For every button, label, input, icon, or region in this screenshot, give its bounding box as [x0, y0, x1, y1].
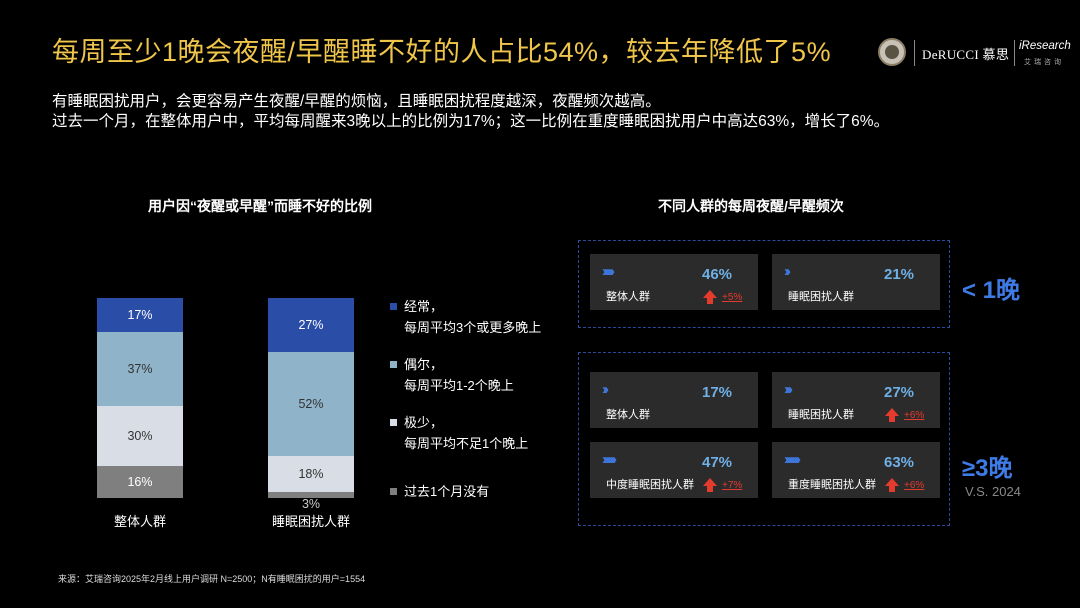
- source-note: 来源：艾瑞咨询2025年2月线上用户调研 N=2500；N有睡眠困扰的用户=15…: [58, 574, 366, 584]
- legend-swatch: [390, 361, 397, 368]
- comparison-note: V.S. 2024: [965, 484, 1021, 499]
- chevron-icon: ››: [784, 263, 791, 280]
- card-percentage: 47%: [702, 454, 733, 471]
- card-label: 睡眠困扰人群: [788, 291, 854, 303]
- stat-card: [590, 254, 758, 310]
- up-arrow-stem: [707, 298, 713, 304]
- logo-divider: [1014, 40, 1015, 66]
- up-arrow-icon: [885, 408, 899, 416]
- partner-logo-subtext: 艾瑞咨询: [1024, 59, 1064, 66]
- stat-card: [772, 372, 940, 428]
- bar-segment: [97, 298, 183, 332]
- group-box-lt1: [578, 240, 950, 328]
- group-label-ge3: ≥3晚: [962, 455, 1013, 482]
- legend-swatch: [390, 488, 397, 495]
- card-change: +7%: [722, 480, 743, 491]
- stat-card: [590, 372, 758, 428]
- up-arrow-stem: [889, 416, 895, 422]
- card-label: 中度睡眠困扰人群: [606, 479, 694, 491]
- legend-entry: 经常， 每周平均3个或更多晚上: [404, 296, 541, 338]
- chevron-icon: ››: [602, 381, 609, 398]
- legend-sublabel: 每周平均3个或更多晚上: [404, 320, 542, 335]
- up-arrow-stem: [707, 486, 713, 492]
- logo-divider: [914, 40, 915, 66]
- bar-value-label: 18%: [298, 467, 323, 481]
- subtitle-line-1: 有睡眠困扰用户，会更容易产生夜醒/早醒的烦恼，且睡眠困扰程度越深，夜醒频次越高。: [52, 93, 661, 110]
- derucci-seal-logo: [878, 38, 906, 66]
- left-chart-title: 用户因“夜醒或早醒”而睡不好的比例: [148, 198, 372, 214]
- card-label: 整体人群: [606, 409, 650, 421]
- bar-value-label: 30%: [127, 429, 152, 443]
- seal-center: [885, 45, 899, 59]
- legend-sublabel: 每周平均不足1个晚上: [404, 436, 529, 451]
- bar-segment: [268, 456, 354, 492]
- stacked-bar-chart: 16% 30% 37% 17% 整体人群 3% 18% 52% 27% 睡眠困扰人群: [97, 298, 354, 529]
- page-title: 每周至少1晚会夜醒/早醒睡不好的人占比54%，较去年降低了5%: [52, 37, 832, 67]
- up-arrow-icon: [885, 478, 899, 486]
- chevron-icon: ›››: [784, 381, 793, 398]
- group-box-ge3: [578, 352, 950, 526]
- card-change: +5%: [722, 292, 743, 303]
- bar-segment: [268, 298, 354, 352]
- bar-segment: [97, 332, 183, 406]
- stat-card: [590, 442, 758, 498]
- legend-swatch: [390, 303, 397, 310]
- card-percentage: 27%: [884, 384, 915, 401]
- subtitle-line-2: 过去一个月，在整体用户中，平均每周醒来3晚以上的比例为17%；这一比例在重度睡眠…: [52, 113, 890, 130]
- chevron-icon: ›››››: [602, 263, 615, 280]
- card-change: +6%: [904, 410, 925, 421]
- right-panel-title: 不同人群的每周夜醒/早醒频次: [658, 198, 844, 214]
- legend-swatch: [390, 419, 397, 426]
- bar-value-label: 52%: [298, 397, 323, 411]
- card-percentage: 46%: [702, 266, 733, 283]
- card-percentage: 17%: [702, 384, 733, 401]
- category-label: 整体人群: [114, 514, 166, 529]
- bar-value-label: 16%: [127, 475, 152, 489]
- legend-entry: 偶尔， 每周平均1-2个晚上: [404, 354, 514, 396]
- bar-segment: [97, 406, 183, 466]
- card-label: 睡眠困扰人群: [788, 409, 854, 421]
- bar-value-label: 17%: [127, 308, 152, 322]
- bar-value-label: 37%: [127, 362, 152, 376]
- card-percentage: 63%: [884, 454, 915, 471]
- card-label: 重度睡眠困扰人群: [788, 479, 876, 491]
- legend-sublabel: 每周平均1-2个晚上: [404, 378, 514, 393]
- legend-entry: 过去1个月没有: [404, 481, 489, 502]
- group-label-lt1: < 1晚: [962, 277, 1021, 304]
- bar-segment: [97, 466, 183, 498]
- stat-card: [772, 442, 940, 498]
- chevron-icon: ››››››: [602, 451, 617, 468]
- card-percentage: 21%: [884, 266, 915, 283]
- up-arrow-icon: [703, 478, 717, 486]
- category-label: 睡眠困扰人群: [272, 514, 350, 529]
- bar-value-label: 3%: [302, 497, 320, 511]
- legend-label: 过去1个月没有: [404, 484, 490, 499]
- up-arrow-stem: [889, 486, 895, 492]
- bar-segment: [268, 352, 354, 456]
- card-label: 整体人群: [606, 291, 650, 303]
- chevron-icon: ›››››››: [784, 451, 801, 468]
- up-arrow-icon: [703, 290, 717, 298]
- card-change: +6%: [904, 480, 925, 491]
- legend-entry: 极少， 每周平均不足1个晚上: [404, 412, 528, 454]
- bar-value-label: 27%: [298, 318, 323, 332]
- stat-card: [772, 254, 940, 310]
- legend-label: 偶尔，: [404, 357, 444, 372]
- partner-logo-text: iResearch: [1019, 40, 1071, 52]
- legend-label: 极少，: [404, 415, 444, 430]
- bar-segment: [268, 492, 354, 498]
- legend-label: 经常，: [404, 299, 444, 314]
- brand-logo-text: DeRUCCI 慕思: [922, 47, 1010, 62]
